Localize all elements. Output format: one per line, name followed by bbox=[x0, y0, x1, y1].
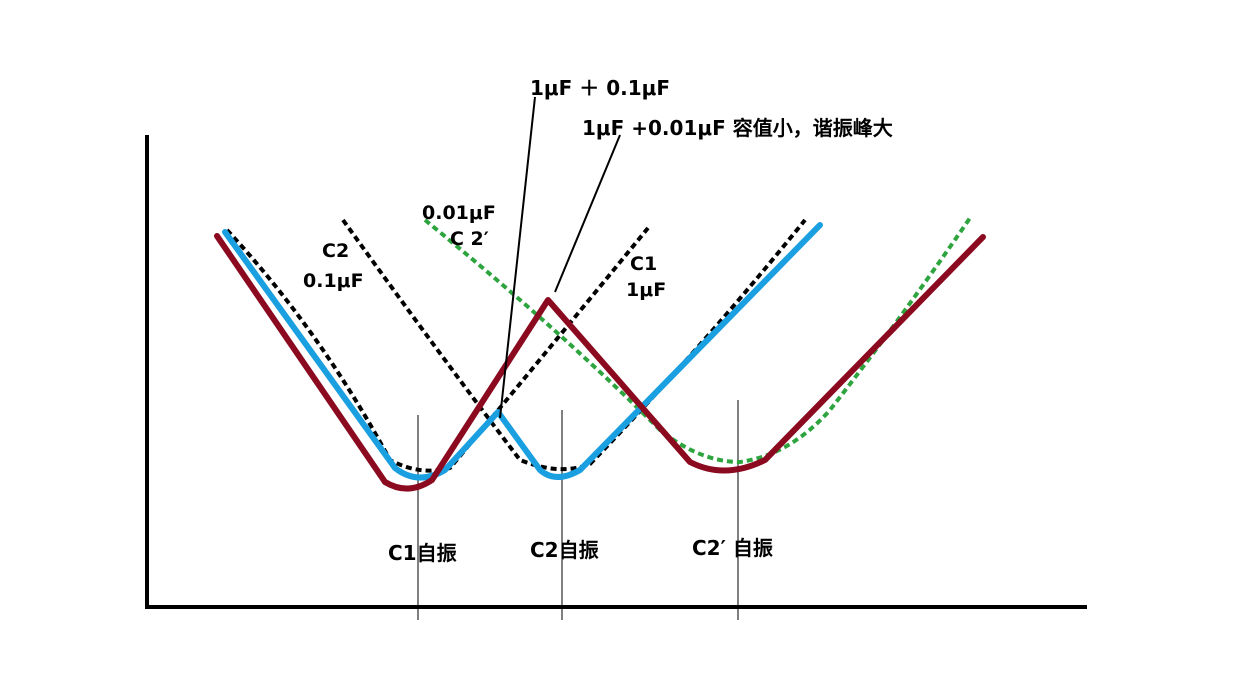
label-c2prime-value: 0.01μF bbox=[422, 202, 496, 224]
combo-001-pointer-line bbox=[554, 134, 621, 293]
label-c2-self-resonance: C2自振 bbox=[530, 538, 599, 562]
combo-1uF-0.1uF-curve bbox=[222, 222, 823, 481]
label-1uF-plus-0.01uF-note: 1μF +0.01μF 容值小，谐振峰大 bbox=[582, 116, 893, 140]
combo-01-pointer-line bbox=[499, 96, 536, 419]
combo-1uF-0.01uF-curve bbox=[214, 233, 986, 492]
label-c1-self-resonance: C1自振 bbox=[388, 541, 457, 565]
label-c2-name: C2 bbox=[322, 240, 349, 262]
c2-impedance-curve bbox=[341, 218, 807, 472]
label-c1-value: 1μF bbox=[626, 279, 666, 301]
label-c2prime-self-resonance: C2′ 自振 bbox=[692, 536, 773, 560]
label-1uF-plus-0.1uF: 1μF ＋ 0.1μF bbox=[530, 76, 670, 100]
label-c2-value: 0.1μF bbox=[303, 270, 364, 292]
c1-impedance-curve bbox=[225, 226, 650, 473]
label-c1-name: C1 bbox=[630, 253, 657, 275]
label-c2prime-name: C 2′ bbox=[450, 228, 489, 250]
